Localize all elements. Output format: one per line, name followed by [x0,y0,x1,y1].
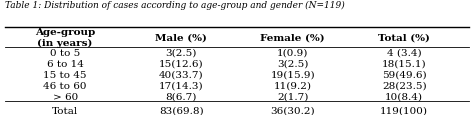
Text: 40(33.7): 40(33.7) [159,70,203,79]
Text: Table 1: Distribution of cases according to age-group and gender (N=119): Table 1: Distribution of cases according… [5,1,345,10]
Text: 17(14.3): 17(14.3) [159,81,203,90]
Text: 59(49.6): 59(49.6) [382,70,427,79]
Text: 28(23.5): 28(23.5) [382,81,427,90]
Text: 15 to 45: 15 to 45 [44,70,87,79]
Text: 6 to 14: 6 to 14 [47,59,83,68]
Text: Male (%): Male (%) [155,33,207,42]
Text: Female (%): Female (%) [260,33,325,42]
Text: Total (%): Total (%) [378,33,430,42]
Text: 83(69.8): 83(69.8) [159,106,203,115]
Text: 4 (3.4): 4 (3.4) [387,48,421,57]
Text: 3(2.5): 3(2.5) [165,48,197,57]
Text: 11(9.2): 11(9.2) [274,81,312,90]
Text: Age-group
(in years): Age-group (in years) [35,28,95,47]
Text: 10(8.4): 10(8.4) [385,92,423,101]
Text: 2(1.7): 2(1.7) [277,92,309,101]
Text: 3(2.5): 3(2.5) [277,59,309,68]
Text: 15(12.6): 15(12.6) [159,59,203,68]
Text: 1(0.9): 1(0.9) [277,48,309,57]
Text: 119(100): 119(100) [380,106,428,115]
Text: 18(15.1): 18(15.1) [382,59,427,68]
Text: 36(30.2): 36(30.2) [271,106,315,115]
Text: > 60: > 60 [53,92,78,101]
Text: 8(6.7): 8(6.7) [165,92,197,101]
Text: 0 to 5: 0 to 5 [50,48,80,57]
Text: 19(15.9): 19(15.9) [271,70,315,79]
Text: Total: Total [52,106,78,115]
Text: 46 to 60: 46 to 60 [44,81,87,90]
